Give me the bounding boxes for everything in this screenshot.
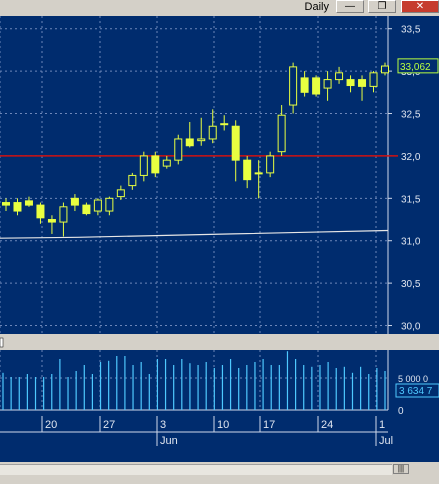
- candle-down: [312, 77, 321, 95]
- price-tick-label: 33,5: [401, 25, 421, 36]
- scroll-thumb-grip-icon[interactable]: |||: [393, 464, 409, 474]
- candle-up: [266, 155, 275, 174]
- date-axis: 20 27 3 10 17 24 1 Jun Jul: [0, 416, 439, 462]
- candle-down: [346, 79, 355, 87]
- date-tick-label: 27: [103, 419, 115, 431]
- date-tick-label: 1: [379, 419, 385, 431]
- candle-up: [59, 206, 68, 223]
- candle-up: [128, 174, 137, 187]
- candle-down: [151, 155, 160, 174]
- last-price-label: 33,062: [400, 62, 431, 73]
- candle-down: [24, 200, 33, 206]
- window-title: Daily: [304, 1, 329, 13]
- candle-up: [289, 66, 298, 106]
- candle-up: [197, 138, 206, 142]
- candle-up: [93, 199, 102, 212]
- month-label: Jun: [160, 435, 178, 447]
- moving-average-line: [0, 229, 389, 239]
- pane-toggle[interactable]: [0, 337, 4, 348]
- date-axis-background: [0, 416, 439, 462]
- candle-down: [13, 202, 22, 212]
- volume-bars: [2, 351, 386, 410]
- close-button[interactable]: ✕: [401, 0, 439, 13]
- price-tick-label: 30,0: [401, 322, 421, 333]
- candle-up: [369, 72, 378, 87]
- candle-down: [185, 138, 194, 147]
- horizontal-scrollbar[interactable]: [0, 464, 392, 475]
- chart-background: [0, 16, 439, 462]
- candle-up: [116, 189, 125, 198]
- last-volume-marker: 3 634 7: [395, 383, 439, 398]
- candle-up: [105, 197, 114, 212]
- date-tick-label: 3: [160, 419, 166, 431]
- candle-down: [358, 79, 367, 87]
- candle-down: [82, 204, 91, 215]
- candle-down: [70, 197, 79, 206]
- candle-up: [335, 72, 344, 81]
- candle-up: [220, 123, 229, 126]
- candle-up: [162, 159, 171, 167]
- month-label: Jul: [379, 435, 393, 447]
- price-tick-label: 32,5: [401, 110, 421, 121]
- candle-up: [381, 65, 389, 74]
- candle-up: [277, 114, 286, 153]
- candle-up: [254, 172, 263, 175]
- last-price-box: [397, 58, 439, 74]
- candle-down: [300, 77, 309, 93]
- minimize-button[interactable]: —: [336, 0, 364, 13]
- stock-chart[interactable]: 33,533,032,532,031,531,030,530,0 33,062 …: [0, 16, 439, 462]
- candle-up: [208, 125, 217, 140]
- pane-separator: [0, 334, 439, 350]
- date-tick-label: 20: [45, 419, 57, 431]
- last-volume-label: 3 634 7: [399, 386, 433, 397]
- candle-down: [36, 204, 45, 219]
- price-tick-label: 32,0: [401, 152, 421, 163]
- candle-up: [139, 155, 148, 176]
- date-tick-label: 24: [321, 419, 333, 431]
- date-tick-label: 17: [263, 419, 275, 431]
- candle-down: [243, 159, 252, 181]
- candle-down: [47, 219, 56, 223]
- price-grid: [0, 16, 388, 334]
- candles: [2, 62, 389, 237]
- candle-down: [2, 202, 10, 206]
- volume-axis-zero-label: 0: [398, 406, 404, 417]
- price-tick-label: 31,0: [401, 237, 421, 248]
- volume-axis-top-label: 5 000 0: [398, 374, 428, 384]
- candle-up: [323, 79, 332, 89]
- window-titlebar: Daily — ❐ ✕: [0, 0, 439, 16]
- restore-button[interactable]: ❐: [368, 0, 396, 13]
- last-volume-box: [395, 383, 439, 398]
- price-tick-label: 31,5: [401, 194, 421, 205]
- candle-down: [231, 125, 240, 161]
- last-price-marker: 33,062: [397, 58, 439, 74]
- price-tick-label: 30,5: [401, 279, 421, 290]
- date-tick-label: 10: [217, 419, 229, 431]
- candle-up: [174, 138, 183, 161]
